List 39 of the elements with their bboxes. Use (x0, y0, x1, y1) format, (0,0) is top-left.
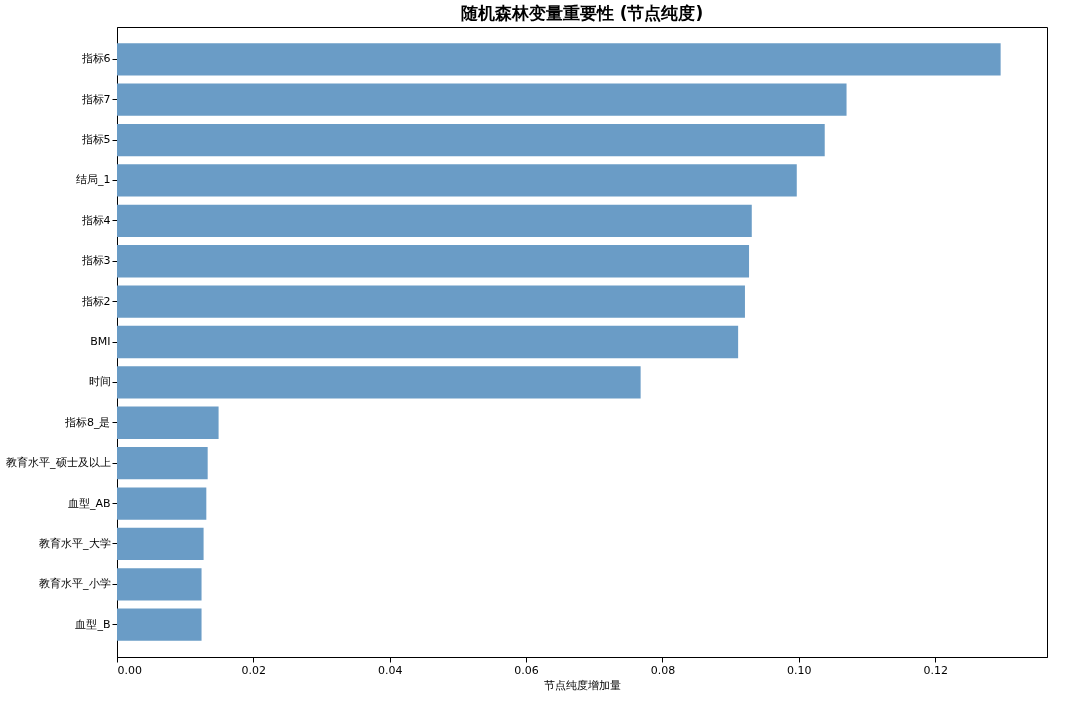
bar (117, 164, 797, 197)
y-tick-label: 指标6 (80, 52, 111, 66)
x-tick-label: 0.06 (514, 663, 539, 677)
y-tick-label: 血型_B (75, 617, 111, 631)
x-tick-label: 0.10 (787, 663, 812, 677)
bar (117, 204, 752, 237)
x-axis-title: 节点纯度增加量 (544, 678, 621, 692)
y-tick-label: BMI (90, 335, 111, 348)
bar (117, 366, 641, 399)
y-tick-label: 结局_1 (76, 173, 111, 187)
bar (117, 285, 745, 318)
bar (117, 487, 207, 520)
y-tick-label: 指标2 (80, 294, 111, 308)
bar (117, 325, 739, 359)
bar (117, 406, 219, 439)
y-tick-label: 指标8_是 (64, 415, 111, 429)
y-tick-label: 教育水平_大学 (39, 536, 111, 550)
chart-title: 随机森林变量重要性 (节点纯度) (460, 3, 704, 23)
y-tick-label: 指标3 (80, 254, 111, 268)
bar (117, 83, 847, 116)
x-tick-label: 0.12 (923, 663, 948, 677)
y-tick-label: 指标4 (80, 213, 111, 227)
x-tick-label: 0.08 (650, 663, 676, 677)
bar (117, 43, 1001, 76)
y-tick-label: 指标5 (80, 133, 111, 147)
bar (117, 447, 208, 480)
bar (117, 123, 825, 157)
y-tick-label: 教育水平_硕士及以上 (6, 456, 111, 470)
y-tick-label: 教育水平_小学 (39, 577, 111, 591)
y-tick-label: 时间 (88, 375, 111, 389)
y-tick-label: 指标7 (80, 92, 111, 106)
bar (117, 608, 202, 641)
bar (117, 245, 750, 278)
x-tick-label: 0.02 (241, 663, 267, 677)
bar (117, 527, 204, 561)
bar (117, 568, 202, 601)
y-tick-label: 血型_AB (67, 496, 111, 510)
x-tick-label: 0.00 (117, 663, 142, 677)
x-tick-label: 0.04 (377, 663, 403, 677)
